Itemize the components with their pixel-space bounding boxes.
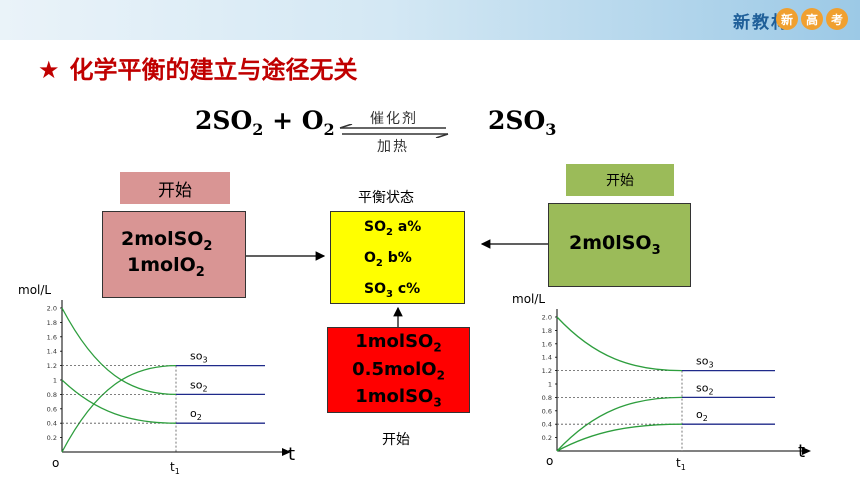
star-icon: ★ xyxy=(38,56,60,84)
right-start-box: 2m0lSO3 xyxy=(548,203,691,287)
chart-series-label: so2 xyxy=(696,381,714,396)
chart-y-tick-label: 2.0 xyxy=(542,314,552,322)
chart-series-label: so3 xyxy=(696,355,714,370)
chart-y-tick-label: 1 xyxy=(548,381,552,389)
chart-y-tick-label: 1 xyxy=(53,377,57,385)
chart-y-tick-label: 1.4 xyxy=(542,354,552,362)
eq-so2-sub: 2 xyxy=(252,120,264,139)
eq-so3-row: SO3 c% xyxy=(364,280,421,300)
chart-y-tick-label: 1.6 xyxy=(47,333,57,341)
chart-y-tick-label: 1.6 xyxy=(542,340,552,348)
chart-series-curve xyxy=(556,316,683,372)
chart-series-curve xyxy=(61,307,177,396)
eq-so3-sub: 3 xyxy=(545,120,557,139)
chart-y-tick-label: 1.8 xyxy=(542,327,552,335)
brand-badges: 新 高 考 xyxy=(776,8,848,30)
chart-y-tick-label: 1.8 xyxy=(47,319,57,327)
left-start-box: 2molSO2 1molO2 xyxy=(102,211,246,298)
chart-y-tick-label: 1.4 xyxy=(47,348,57,356)
equilibrium-title: 平衡状态 xyxy=(358,190,414,206)
svg-text:t1: t1 xyxy=(170,460,180,476)
chart-x-arrow-icon xyxy=(802,447,811,455)
chart-series-curve xyxy=(556,396,683,452)
title-text: 化学平衡的建立与途径无关 xyxy=(69,56,358,84)
chart1-ylabel: mol/L xyxy=(18,283,51,297)
equation-lhs: 2SO2 + O2 xyxy=(195,106,335,139)
left-chart: mol/L o t1 t 0.2 0.4 0.6 0.8 1 1.2 1.4 1.6 1.8 2.… xyxy=(18,283,295,476)
brand-badge-3: 考 xyxy=(826,8,848,30)
left-line-1: 2molSO2 xyxy=(121,228,213,254)
chart-series-label: so3 xyxy=(190,350,208,365)
eq-so2: 2SO xyxy=(195,106,253,135)
bottom-start-box: 1molSO2 0.5molO2 1molSO3 xyxy=(327,327,470,413)
chart-x-arrow-icon xyxy=(282,448,291,456)
brand-text: 新教材 xyxy=(733,13,790,33)
heat-label: 加热 xyxy=(377,139,409,155)
chart-y-tick-label: 2.0 xyxy=(47,305,57,313)
equilibrium-box: SO2 a% O2 b% SO3 c% xyxy=(330,211,465,304)
chart-y-tick-label: 0.2 xyxy=(47,434,57,442)
chart-series-label: o2 xyxy=(190,407,202,422)
bottom-line-2: 0.5molO2 xyxy=(352,358,445,383)
svg-text:t1: t1 xyxy=(676,456,686,472)
chart-y-tick-label: 0.8 xyxy=(542,394,552,402)
chart-y-tick-label: 0.6 xyxy=(47,405,57,413)
chart-series-curve xyxy=(61,379,177,424)
brand-badge-1: 新 xyxy=(776,8,798,30)
catalyst-label: 催化剂 xyxy=(370,111,418,127)
equation-rhs: 2SO3 xyxy=(488,106,556,139)
chart-series-label: o2 xyxy=(696,408,708,423)
chart2-origin: o xyxy=(546,454,553,468)
left-line-2: 1molO2 xyxy=(127,253,205,280)
bottom-line-3: 1molSO3 xyxy=(355,386,442,410)
chart2-t1-label: t1 xyxy=(676,456,686,472)
chart1-origin: o xyxy=(52,456,59,470)
chart-y-tick-label: 0.4 xyxy=(47,420,57,428)
header-bar: 新教材 新 高 考 xyxy=(0,0,860,40)
chart-y-tick-label: 0.6 xyxy=(542,407,552,415)
eq-o2-sub: 2 xyxy=(323,120,335,139)
left-start-label: 开始 xyxy=(120,172,230,204)
chart-series-label: so2 xyxy=(190,378,208,393)
bottom-line-1: 1molSO2 xyxy=(355,331,442,355)
right-line-1-sub: 3 xyxy=(651,242,661,258)
chart-y-tick-label: 1.2 xyxy=(47,362,57,370)
chart-series-curve xyxy=(61,364,177,453)
chart2-ylabel: mol/L xyxy=(512,292,545,306)
eq-so2-row: SO2 a% xyxy=(364,219,422,238)
bottom-start-label: 开始 xyxy=(382,432,410,448)
right-chart: mol/L o t1 t 0.20.40.60.811.21.41.61.82.… xyxy=(512,292,811,472)
chart-y-tick-label: 0.2 xyxy=(542,434,552,442)
chart-y-tick-label: 0.8 xyxy=(47,391,57,399)
brand-badge-2: 高 xyxy=(801,8,823,30)
chart1-t1-label: t1 xyxy=(170,460,180,476)
slide-title: ★ 化学平衡的建立与途径无关 xyxy=(38,50,358,85)
chart-y-tick-label: 1.2 xyxy=(542,367,552,375)
chart-series-curve xyxy=(556,423,683,452)
chart1-xlabel: t xyxy=(288,444,295,465)
eq-o2-row: O2 b% xyxy=(364,249,412,269)
right-start-label: 开始 xyxy=(566,164,674,196)
eq-o2: + O xyxy=(272,106,324,135)
eq-so3: 2SO xyxy=(488,106,546,135)
chart-y-tick-label: 0.4 xyxy=(542,421,552,429)
reversible-arrow-icon xyxy=(339,124,449,138)
right-line-1: 2m0lSO xyxy=(569,232,652,254)
